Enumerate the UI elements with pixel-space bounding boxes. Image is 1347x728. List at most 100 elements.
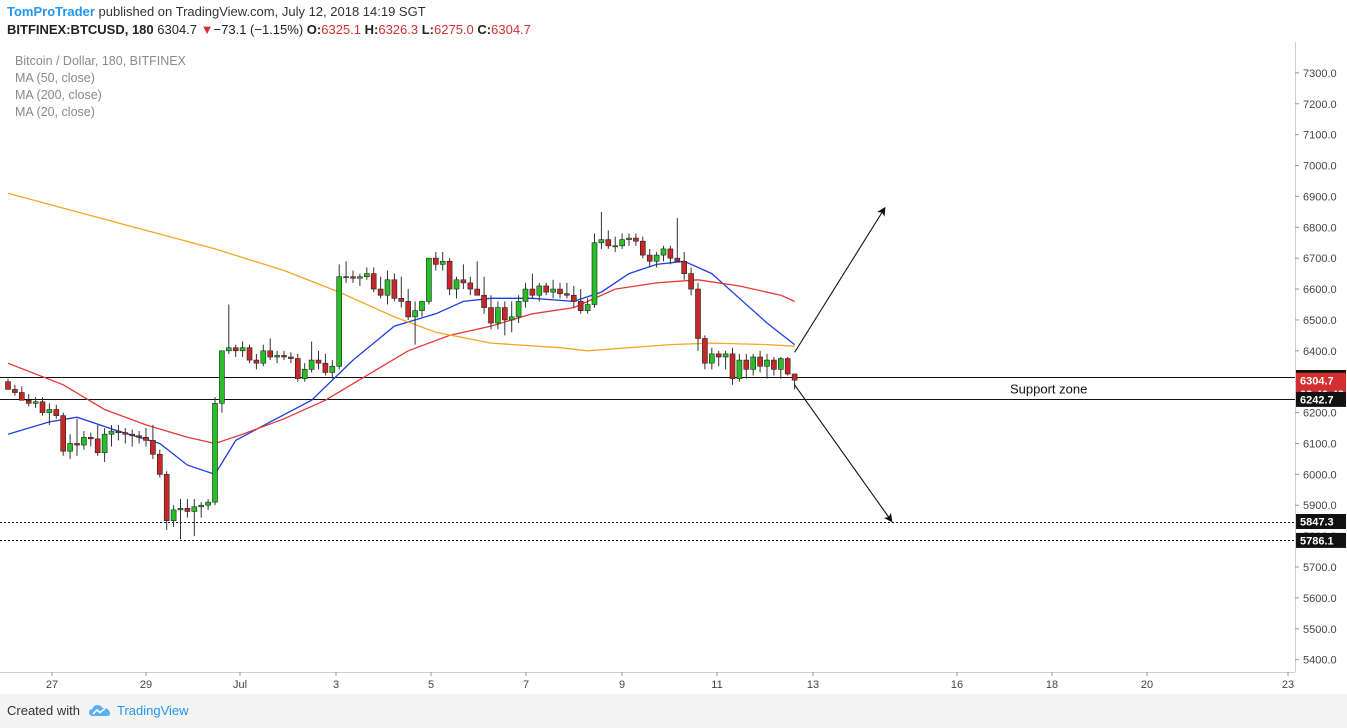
author-link[interactable]: TomProTrader bbox=[7, 4, 95, 19]
candle bbox=[419, 301, 425, 317]
price-tag-label: 6304.7 bbox=[1300, 375, 1334, 387]
candle bbox=[122, 428, 129, 444]
candle bbox=[777, 357, 784, 379]
indicator-ma200[interactable]: MA (200, close) bbox=[15, 88, 102, 102]
candle-body bbox=[529, 288, 536, 296]
candle-body bbox=[619, 239, 625, 247]
candle-body bbox=[695, 288, 701, 339]
candle bbox=[426, 257, 432, 305]
indicator-ma50[interactable]: MA (50, close) bbox=[15, 71, 95, 85]
candle-body bbox=[453, 279, 460, 290]
candle bbox=[246, 344, 253, 364]
candle-body bbox=[674, 257, 681, 262]
candle-body bbox=[550, 288, 556, 293]
candle bbox=[667, 245, 674, 265]
x-tick-label: 18 bbox=[1046, 679, 1058, 691]
change-value: −73.1 (−1.15%) bbox=[213, 22, 304, 37]
candle-body bbox=[25, 399, 32, 404]
published-text: published on TradingView.com, July 12, 2… bbox=[98, 4, 426, 19]
candle bbox=[136, 431, 142, 444]
candle-body bbox=[94, 438, 101, 454]
last-price: 6304.7 bbox=[157, 22, 198, 37]
candle-body bbox=[315, 359, 322, 364]
candle bbox=[715, 350, 722, 367]
candle-body bbox=[446, 260, 453, 290]
candle-body bbox=[722, 353, 729, 358]
high-label: H: bbox=[364, 22, 379, 37]
x-tick-label: Jul bbox=[233, 679, 247, 691]
candle bbox=[467, 276, 474, 296]
y-tick-label: 5500.0 bbox=[1303, 624, 1337, 636]
y-tick-label: 6000.0 bbox=[1303, 469, 1337, 481]
candle-body bbox=[439, 260, 446, 265]
candle bbox=[226, 304, 232, 354]
candle-body bbox=[357, 276, 363, 279]
y-tick-label: 6100.0 bbox=[1303, 438, 1337, 450]
candle bbox=[764, 353, 770, 379]
series-title: Bitcoin / Dollar, 180, BITFINEX bbox=[15, 54, 186, 68]
candle bbox=[481, 276, 487, 314]
candle-body bbox=[143, 436, 149, 441]
candle-body bbox=[219, 350, 225, 404]
tradingview-brand[interactable]: TradingView bbox=[117, 703, 189, 718]
candle bbox=[239, 341, 246, 357]
candle bbox=[688, 267, 694, 296]
x-tick-label: 20 bbox=[1141, 679, 1153, 691]
candle bbox=[357, 273, 363, 286]
candle-body bbox=[253, 359, 260, 364]
candle bbox=[74, 418, 80, 456]
y-tick-label: 5400.0 bbox=[1303, 655, 1337, 667]
candle-body bbox=[191, 506, 198, 512]
candle bbox=[67, 434, 73, 459]
candle bbox=[363, 267, 370, 280]
candle-body bbox=[791, 373, 798, 381]
candle-body bbox=[570, 294, 577, 302]
candle-body bbox=[729, 353, 736, 379]
price-tag-box bbox=[1296, 391, 1346, 407]
candle bbox=[639, 236, 646, 259]
price-tag: 6242.7 bbox=[1296, 391, 1346, 407]
candle bbox=[329, 360, 336, 379]
candle bbox=[336, 264, 343, 370]
high-value: 6326.3 bbox=[378, 22, 419, 37]
candle bbox=[177, 499, 184, 540]
candle-body bbox=[771, 359, 777, 370]
candle bbox=[18, 386, 25, 401]
candle bbox=[529, 273, 536, 299]
candle bbox=[591, 233, 598, 308]
candle bbox=[495, 301, 501, 330]
price-chart[interactable]: 7300.0 7200.0 7100.0 7000.0 6900.0 6800.0 6700… bbox=[0, 42, 1347, 694]
indicator-ma20[interactable]: MA (20, close) bbox=[15, 105, 95, 119]
x-tick-label: 16 bbox=[951, 679, 963, 691]
candle bbox=[653, 252, 660, 268]
candle bbox=[564, 282, 570, 299]
x-tick-label: 23 bbox=[1282, 679, 1294, 691]
tradingview-cloud-icon[interactable] bbox=[88, 702, 112, 718]
candle-body bbox=[329, 365, 336, 373]
candle-body bbox=[288, 356, 294, 359]
candle bbox=[757, 350, 763, 373]
y-tick-label: 6500.0 bbox=[1303, 315, 1337, 327]
candle-body bbox=[564, 293, 570, 296]
candle bbox=[771, 357, 777, 376]
close-label: C: bbox=[477, 22, 492, 37]
candle bbox=[198, 502, 204, 518]
candle bbox=[108, 424, 115, 447]
projection-arrow bbox=[794, 206, 886, 353]
candle bbox=[281, 350, 287, 361]
x-tick-label: 11 bbox=[711, 679, 722, 691]
candle-body bbox=[170, 509, 177, 521]
candle bbox=[674, 218, 681, 262]
candle bbox=[626, 233, 632, 246]
ohlc-line: BITFINEX:BTCUSD, 180 6304.7 ▼−73.1 (−1.1… bbox=[7, 22, 531, 37]
x-tick-label: 27 bbox=[46, 679, 58, 691]
candle-body bbox=[750, 356, 757, 370]
open-label: O: bbox=[306, 22, 322, 37]
y-tick-label: 7300.0 bbox=[1303, 68, 1337, 80]
candle bbox=[412, 301, 418, 345]
candle bbox=[598, 211, 605, 249]
candle-body bbox=[232, 347, 239, 352]
candle bbox=[157, 449, 163, 478]
price-tag-label: 5847.3 bbox=[1300, 517, 1334, 529]
candle-body bbox=[239, 347, 246, 352]
